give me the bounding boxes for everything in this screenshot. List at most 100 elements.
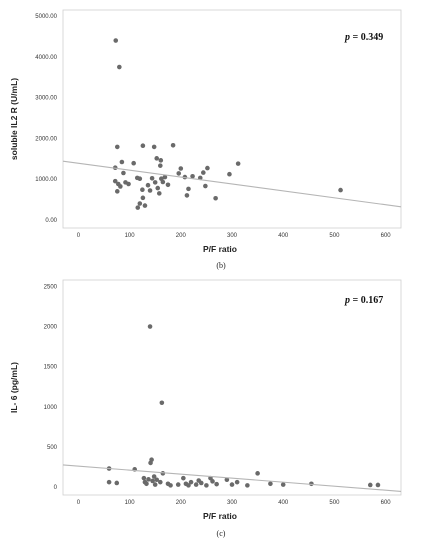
data-point — [375, 482, 381, 488]
data-point — [160, 179, 166, 185]
scatter-points — [112, 38, 343, 210]
data-point — [152, 482, 158, 487]
x-tick-label: 400 — [278, 233, 289, 239]
scatter-points — [106, 324, 381, 488]
data-point — [106, 479, 112, 485]
data-point — [154, 156, 160, 161]
data-point — [224, 477, 230, 483]
data-point — [158, 163, 163, 168]
x-tick-label: 500 — [329, 233, 340, 239]
y-tick-labels: 0.00 1000.00 2000.00 3000.00 4000.00 5000.00 — [35, 14, 57, 224]
data-point — [155, 185, 161, 191]
y-tick-label: 1500 — [44, 365, 58, 371]
panel-caption: (b) — [216, 261, 226, 270]
data-point — [147, 324, 153, 329]
x-tick-label: 300 — [227, 500, 238, 506]
data-point — [117, 64, 122, 70]
data-point — [227, 171, 232, 177]
data-point — [186, 186, 191, 192]
data-point — [245, 483, 250, 488]
data-point — [188, 479, 194, 485]
x-tick-labels: 0 100 200 300 400 500 600 — [77, 500, 392, 506]
data-point — [210, 479, 215, 484]
x-tick-label: 200 — [176, 233, 187, 239]
x-tick-label: 0 — [77, 233, 81, 239]
y-axis-label: IL- 6 (pg/mL) — [9, 362, 19, 413]
data-point — [159, 400, 165, 406]
data-point — [151, 144, 157, 150]
plot-area-frame — [62, 279, 402, 496]
data-point — [146, 477, 151, 482]
data-point — [151, 474, 157, 479]
data-point — [118, 184, 123, 189]
data-point — [145, 182, 151, 188]
y-tick-label: 4000.00 — [35, 55, 57, 61]
data-point — [367, 482, 373, 488]
data-point — [184, 193, 190, 198]
data-point — [147, 188, 153, 193]
p-value-annotation: p = 0.167 — [344, 295, 383, 306]
data-point — [338, 187, 343, 193]
data-point — [114, 144, 120, 150]
y-tick-label: 500 — [47, 445, 58, 451]
y-tick-label: 2500 — [44, 284, 58, 290]
x-tick-label: 500 — [329, 500, 340, 506]
data-point — [204, 483, 209, 488]
data-point — [181, 475, 186, 481]
data-point — [213, 195, 218, 201]
chart-panel-c: 0 500 1000 1500 2000 2500 0 100 200 300 400 500 600… — [9, 279, 402, 538]
x-tick-label: 100 — [125, 500, 136, 506]
y-tick-label: 2000.00 — [35, 136, 57, 142]
y-axis-label: soluble IL2 R (U/mL) — [9, 78, 19, 160]
x-tick-label: 100 — [125, 233, 136, 239]
data-point — [152, 180, 158, 185]
data-point — [142, 203, 148, 208]
data-point — [137, 176, 143, 181]
data-point — [186, 483, 191, 488]
data-point — [255, 471, 260, 476]
x-axis-label: P/F ratio — [203, 511, 237, 521]
x-tick-label: 0 — [77, 500, 81, 506]
data-point — [205, 165, 210, 171]
y-tick-label: 0.00 — [45, 218, 57, 224]
y-tick-labels: 0 500 1000 1500 2000 2500 — [44, 284, 58, 491]
data-point — [135, 205, 141, 210]
data-point — [234, 479, 240, 485]
data-point — [141, 475, 147, 481]
data-point — [113, 38, 119, 43]
y-tick-label: 0 — [54, 485, 58, 491]
data-point — [178, 166, 184, 171]
x-tick-label: 400 — [278, 500, 289, 506]
data-point — [162, 174, 168, 180]
x-axis-label: P/F ratio — [203, 244, 237, 254]
data-point — [203, 183, 208, 189]
plot-area-frame — [62, 9, 402, 229]
data-point — [193, 482, 199, 487]
x-tick-label: 300 — [227, 233, 238, 239]
data-point — [214, 481, 219, 487]
data-point — [149, 175, 155, 181]
data-point — [158, 158, 164, 163]
data-point — [168, 483, 173, 488]
chart-panel-b: 0.00 1000.00 2000.00 3000.00 4000.00 500 0.00 … — [9, 9, 402, 270]
data-point — [229, 482, 235, 487]
data-point — [140, 195, 146, 201]
data-point — [170, 142, 176, 148]
data-point — [154, 477, 160, 483]
data-point — [156, 191, 162, 196]
data-point — [131, 160, 136, 166]
data-point — [198, 480, 204, 486]
regression-line — [62, 160, 402, 208]
data-point — [140, 187, 145, 192]
data-point — [235, 161, 241, 166]
p-value-annotation: p = 0.349 — [344, 32, 383, 43]
data-point — [175, 482, 181, 487]
x-tick-label: 600 — [381, 233, 392, 239]
data-point — [165, 182, 171, 188]
regression-line — [62, 464, 402, 492]
y-tick-label: 1000.00 — [35, 177, 57, 183]
x-tick-labels: 0 100 200 300 400 500 600 — [77, 233, 392, 239]
x-tick-label: 200 — [176, 500, 187, 506]
y-tick-label: 5000.00 — [35, 14, 57, 20]
